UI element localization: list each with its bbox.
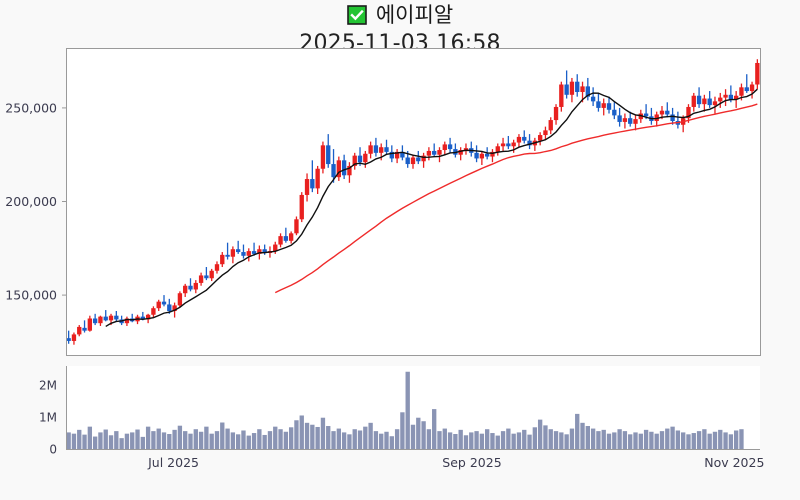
green-check-icon <box>347 5 367 25</box>
svg-text:Jul 2025: Jul 2025 <box>147 455 199 470</box>
svg-text:0: 0 <box>49 443 57 457</box>
price-y-axis-ticks: 150,000 200,000 250,000 <box>5 100 66 303</box>
svg-text:2M: 2M <box>39 379 57 393</box>
volume-panel: 0 1M 2M <box>39 366 760 457</box>
svg-text:150,000: 150,000 <box>5 288 57 303</box>
ma-long-line <box>274 103 758 294</box>
price-panel: 150,000 200,000 250,000 <box>5 48 761 356</box>
svg-text:200,000: 200,000 <box>5 194 57 209</box>
title-row: 에이피알 <box>0 0 800 30</box>
svg-text:Nov 2025: Nov 2025 <box>704 455 764 470</box>
svg-text:1M: 1M <box>39 411 57 425</box>
svg-text:Sep 2025: Sep 2025 <box>442 455 501 470</box>
volume-y-axis-ticks: 0 1M 2M <box>39 379 57 457</box>
page-title: 에이피알 <box>375 2 454 27</box>
x-axis-ticks: Jul 2025 Sep 2025 Nov 2025 <box>147 455 764 470</box>
candle-series <box>66 59 760 345</box>
price-panel-border <box>66 48 761 356</box>
svg-text:250,000: 250,000 <box>5 100 57 115</box>
volume-bar-series <box>66 371 744 449</box>
ma-short-line <box>105 88 758 328</box>
